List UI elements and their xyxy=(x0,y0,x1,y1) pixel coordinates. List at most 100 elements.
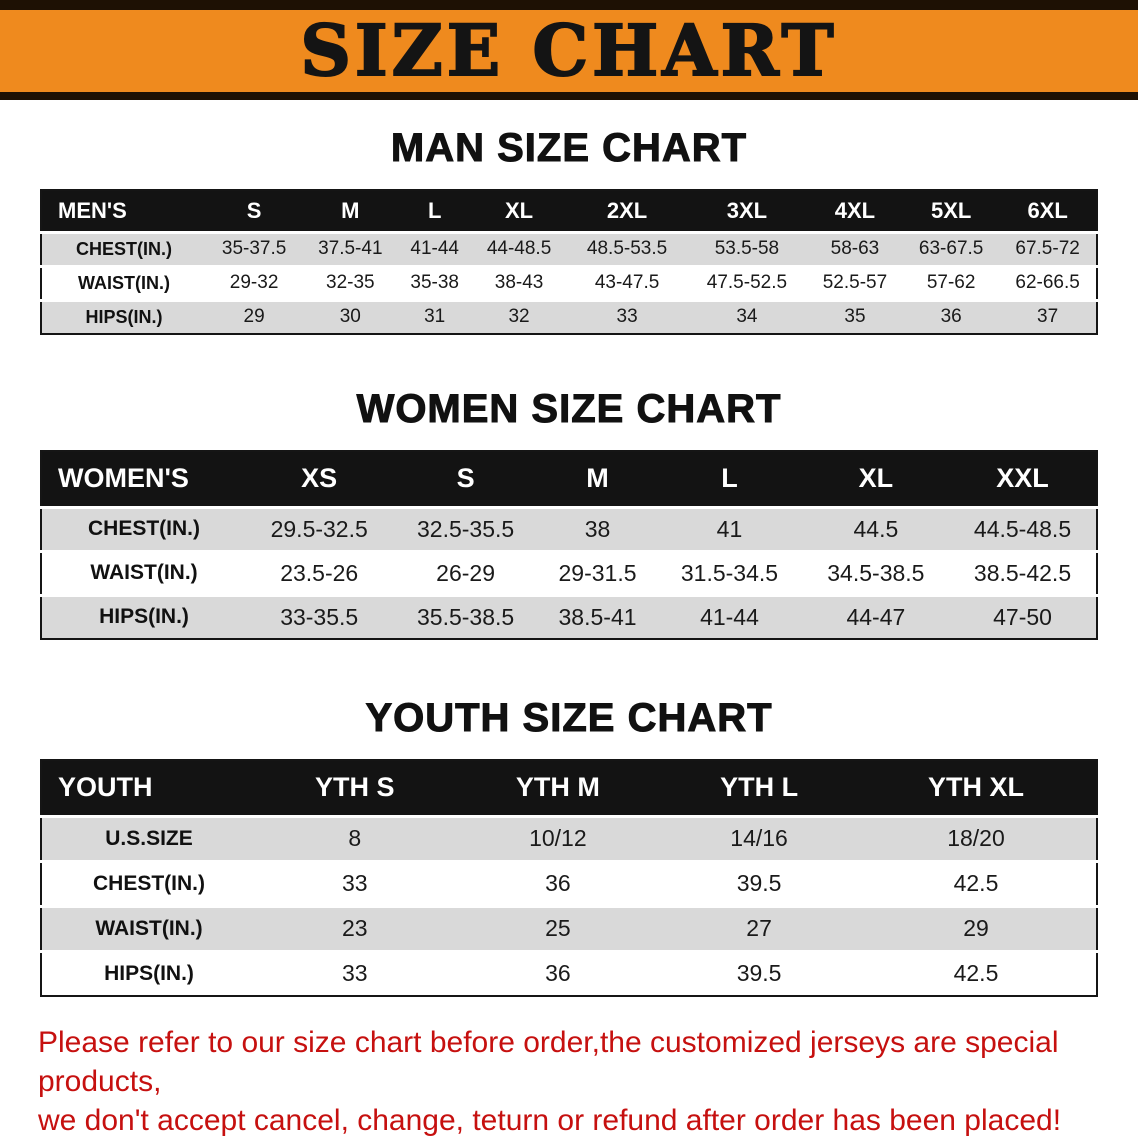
header-cell: S xyxy=(392,451,539,509)
data-cell: 18/20 xyxy=(855,816,1097,863)
data-cell: 41-44 xyxy=(398,232,471,268)
data-cell: 14/16 xyxy=(662,816,856,863)
banner-title: SIZE CHART xyxy=(299,9,838,92)
disclaimer-note: Please refer to our size chart before or… xyxy=(38,1023,1138,1140)
data-cell: 29-31.5 xyxy=(538,551,657,597)
women-header-label-cell: WOMEN'S xyxy=(41,451,246,509)
row-label-cell: CHEST(IN.) xyxy=(41,232,206,268)
row-label-cell: HIPS(IN.) xyxy=(99,605,189,629)
data-cell: 23.5-26 xyxy=(246,551,393,597)
data-cell: 29-32 xyxy=(206,266,303,302)
women-header-row: WOMEN'S XS S M L XL XXL xyxy=(41,451,1097,509)
data-cell: 38 xyxy=(538,507,657,553)
body-row: HIPS(IN.) 33 36 39.5 42.5 xyxy=(41,951,1097,996)
data-cell: 31 xyxy=(424,306,446,328)
data-cell: 8 xyxy=(256,816,454,863)
data-cell: 33-35.5 xyxy=(280,603,359,630)
youth-table: YOUTH YTH S YTH M YTH L YTH XL U.S.SIZE 8 10/12… xyxy=(40,759,1098,997)
header-cell: YTH S xyxy=(256,760,454,818)
data-cell: 10/12 xyxy=(453,816,663,863)
data-cell: 48.5-53.5 xyxy=(567,232,687,268)
body-row: WAIST(IN.) 23 25 27 29 xyxy=(41,906,1097,953)
body-row: WAIST(IN.) 23.5-26 26-29 29-31.5 31.5-34.5 34… xyxy=(41,551,1097,597)
data-cell: 62-66.5 xyxy=(999,266,1097,302)
size-chart-sections: MAN SIZE CHART MEN'S S M L XL 2XL 3XL 4XL 5XL 6XL C… xyxy=(0,126,1138,997)
header-cell: 2XL xyxy=(567,190,687,234)
data-cell: 67.5-72 xyxy=(999,232,1097,268)
header-cell: L xyxy=(656,451,803,509)
data-cell: 37.5-41 xyxy=(302,232,399,268)
note-line-1: Please refer to our size chart before or… xyxy=(38,1026,1059,1098)
data-cell: 31.5-34.5 xyxy=(656,551,803,597)
women-section: WOMEN SIZE CHART WOMEN'S XS S M L XL XXL CHEST(I… xyxy=(0,387,1138,640)
data-cell: 38-43 xyxy=(470,266,568,302)
data-cell: 29 xyxy=(855,906,1097,953)
header-cell: 3XL xyxy=(687,190,807,234)
data-cell: 42.5 xyxy=(953,960,999,987)
data-cell: 27 xyxy=(662,906,856,953)
header-cell: 4XL xyxy=(806,190,904,234)
data-cell: 38.5-42.5 xyxy=(949,551,1097,597)
data-cell: 30 xyxy=(339,306,361,328)
row-label-cell: HIPS(IN.) xyxy=(104,961,194,985)
data-cell: 23 xyxy=(256,906,454,953)
data-cell: 34.5-38.5 xyxy=(802,551,950,597)
data-cell: 63-67.5 xyxy=(903,232,1000,268)
header-cell: YTH L xyxy=(662,760,856,818)
row-label-cell: WAIST(IN.) xyxy=(41,906,256,953)
body-row: WAIST(IN.) 29-32 32-35 35-38 38-43 43-47.5 47.… xyxy=(41,266,1097,302)
men-table: MEN'S S M L XL 2XL 3XL 4XL 5XL 6XL CHEST(IN.) 35-37… xyxy=(40,189,1098,335)
data-cell: 38.5-41 xyxy=(558,603,637,630)
men-header-label-cell: MEN'S xyxy=(41,190,206,234)
header-cell: YTH M xyxy=(453,760,663,818)
data-cell: 42.5 xyxy=(855,861,1097,908)
body-row: CHEST(IN.) 33 36 39.5 42.5 xyxy=(41,861,1097,908)
data-cell: 33 xyxy=(616,306,638,328)
header-cell: XL xyxy=(802,451,950,509)
data-cell: 41 xyxy=(656,507,803,553)
data-cell: 37 xyxy=(1037,306,1059,328)
data-cell: 32.5-35.5 xyxy=(392,507,539,553)
data-cell: 29 xyxy=(243,306,265,328)
header-cell: YTH XL xyxy=(855,760,1097,818)
youth-section: YOUTH SIZE CHART YOUTH YTH S YTH M YTH L YTH … xyxy=(0,696,1138,997)
header-cell: XS xyxy=(246,451,393,509)
body-row: HIPS(IN.) 33-35.5 35.5-38.5 38.5-41 41-44 44-… xyxy=(41,595,1097,639)
data-cell: 35 xyxy=(844,306,866,328)
row-label-cell: WAIST(IN.) xyxy=(41,266,206,302)
row-label-cell: U.S.SIZE xyxy=(41,816,256,863)
data-cell: 44-47 xyxy=(846,603,906,630)
header-cell: M xyxy=(538,451,657,509)
youth-header-label-cell: YOUTH xyxy=(41,760,256,818)
men-header-row: MEN'S S M L XL 2XL 3XL 4XL 5XL 6XL xyxy=(41,190,1097,234)
data-cell: 41-44 xyxy=(700,603,759,630)
data-cell: 52.5-57 xyxy=(806,266,904,302)
data-cell: 33 xyxy=(256,861,454,908)
men-section: MAN SIZE CHART MEN'S S M L XL 2XL 3XL 4XL 5XL 6XL C… xyxy=(0,126,1138,335)
body-row: U.S.SIZE 8 10/12 14/16 18/20 xyxy=(41,816,1097,863)
data-cell: 44.5-48.5 xyxy=(949,507,1097,553)
header-cell: 6XL xyxy=(999,190,1097,234)
data-cell: 39.5 xyxy=(736,960,782,987)
data-cell: 47-50 xyxy=(993,603,1052,630)
data-cell: 35-38 xyxy=(398,266,471,302)
data-cell: 29.5-32.5 xyxy=(246,507,393,553)
youth-header-row: YOUTH YTH S YTH M YTH L YTH XL xyxy=(41,760,1097,818)
body-row: CHEST(IN.) 29.5-32.5 32.5-35.5 38 41 44.5 44.5… xyxy=(41,507,1097,553)
men-heading: MAN SIZE CHART xyxy=(390,126,748,171)
data-cell: 35-37.5 xyxy=(206,232,303,268)
header-cell: L xyxy=(398,190,471,234)
data-cell: 34 xyxy=(736,306,758,328)
banner: SIZE CHART xyxy=(0,0,1138,100)
body-row: HIPS(IN.) 29 30 31 32 33 34 35 36 37 xyxy=(41,300,1097,334)
data-cell: 32-35 xyxy=(302,266,399,302)
youth-heading: YOUTH SIZE CHART xyxy=(365,696,773,741)
data-cell: 26-29 xyxy=(392,551,539,597)
data-cell: 47.5-52.5 xyxy=(687,266,807,302)
data-cell: 43-47.5 xyxy=(567,266,687,302)
data-cell: 33 xyxy=(341,960,368,987)
body-row: CHEST(IN.) 35-37.5 37.5-41 41-44 44-48.5 48.5… xyxy=(41,232,1097,268)
data-cell: 35.5-38.5 xyxy=(416,603,515,630)
data-cell: 32 xyxy=(508,306,530,328)
data-cell: 39.5 xyxy=(662,861,856,908)
